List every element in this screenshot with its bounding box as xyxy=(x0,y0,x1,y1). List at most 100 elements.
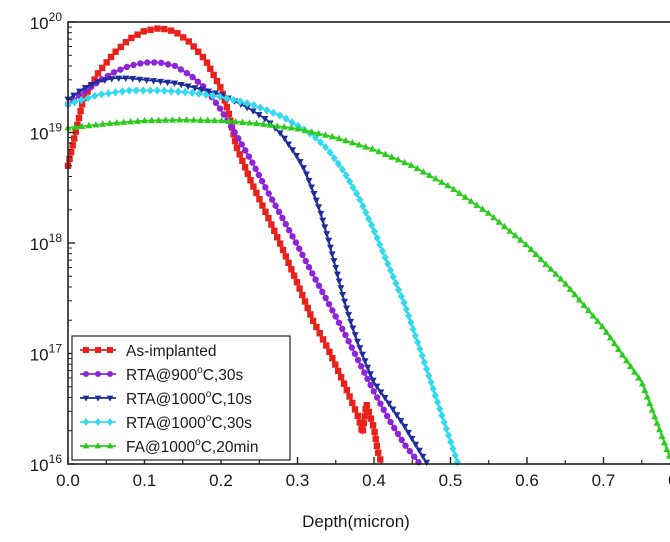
series-point xyxy=(176,116,184,123)
series-point xyxy=(356,345,364,352)
series-point xyxy=(373,383,381,390)
series-point xyxy=(349,399,356,407)
series-point xyxy=(194,78,202,85)
series-point xyxy=(122,75,130,83)
series-point xyxy=(276,130,284,137)
series-point xyxy=(232,117,240,125)
series-point xyxy=(365,408,373,416)
series-point xyxy=(376,240,384,249)
legend-label: RTA@1000oC,30s xyxy=(126,413,252,432)
series-point xyxy=(181,88,189,97)
series-point xyxy=(355,141,363,148)
series-point xyxy=(305,177,313,185)
series-point xyxy=(447,437,455,447)
legend-item: RTA@1000oC,30s xyxy=(80,413,252,432)
series-point xyxy=(195,48,202,55)
series-point xyxy=(375,147,383,155)
series-point xyxy=(401,423,409,431)
legend-label-main: RTA@900 xyxy=(126,367,198,384)
series-point xyxy=(343,386,350,394)
series-1 xyxy=(64,25,384,465)
series-point xyxy=(385,400,393,408)
series-point xyxy=(340,380,348,387)
series-point xyxy=(402,305,410,314)
series-point xyxy=(144,59,151,66)
series-point xyxy=(335,367,342,375)
x-tick-label: 0.8 xyxy=(668,471,670,490)
x-tick-label: 0.7 xyxy=(592,471,616,490)
series-point xyxy=(356,419,364,426)
y-tick-base: 10 xyxy=(30,14,49,33)
series-point xyxy=(348,344,355,351)
series-point xyxy=(252,119,261,127)
series-point xyxy=(210,71,217,79)
series-point xyxy=(310,191,318,198)
legend-item: As-implanted xyxy=(80,343,216,360)
series-point xyxy=(361,369,368,376)
y-tick-label: 1016 xyxy=(30,452,63,475)
series-point xyxy=(547,265,555,272)
series-point xyxy=(656,425,664,433)
series-point xyxy=(375,449,382,456)
x-tick-label: 0.6 xyxy=(515,471,539,490)
series-point xyxy=(392,279,400,288)
series-point xyxy=(602,328,610,335)
series-point xyxy=(429,384,437,394)
series-point xyxy=(134,117,142,124)
series-point xyxy=(99,120,107,127)
series-point xyxy=(245,153,253,160)
series-point xyxy=(174,30,181,37)
series-point xyxy=(326,244,334,251)
series-point xyxy=(157,78,165,86)
series-point xyxy=(242,147,249,154)
series-point xyxy=(174,87,182,96)
series-point xyxy=(335,319,343,326)
series-point xyxy=(501,222,509,230)
series-point xyxy=(71,135,78,142)
series-point xyxy=(287,124,295,131)
series-point xyxy=(289,233,296,240)
series-point xyxy=(334,159,342,168)
series-point xyxy=(212,99,220,107)
series-point xyxy=(276,111,284,120)
series-point xyxy=(380,406,387,414)
series-point xyxy=(195,89,203,98)
legend-label-degree: o xyxy=(206,413,212,424)
series-point xyxy=(204,116,212,123)
series-point xyxy=(275,208,283,216)
series-point xyxy=(309,317,317,325)
series-point xyxy=(266,121,274,128)
series-point xyxy=(290,272,298,279)
series-point xyxy=(326,348,333,356)
series-point xyxy=(651,412,659,420)
legend-label-degree: o xyxy=(197,365,203,376)
series-point xyxy=(285,259,292,267)
series-point xyxy=(389,406,397,413)
series-point xyxy=(296,285,303,292)
series-point xyxy=(88,82,96,89)
series-point xyxy=(122,38,130,46)
series-point xyxy=(598,322,606,330)
series-point xyxy=(140,28,147,35)
legend-label-rest: C,20min xyxy=(201,439,259,456)
series-point xyxy=(77,95,85,105)
series-point xyxy=(619,351,627,358)
series-point xyxy=(367,415,375,422)
series-point xyxy=(74,121,81,129)
y-tick-label: 1018 xyxy=(30,231,63,254)
series-point xyxy=(82,395,90,402)
series-point xyxy=(259,202,266,209)
series-point xyxy=(397,418,405,425)
series-point xyxy=(323,231,331,238)
series-point xyxy=(358,363,365,370)
series-point xyxy=(372,435,379,443)
series-point xyxy=(288,147,297,154)
series-point xyxy=(345,338,352,345)
series-point xyxy=(388,153,396,160)
series-point xyxy=(347,318,355,326)
series-point xyxy=(409,325,417,334)
series-point xyxy=(332,264,340,272)
series-point xyxy=(643,393,651,400)
series-point xyxy=(367,381,374,389)
legend-label: RTA@900oC,30s xyxy=(126,365,243,384)
